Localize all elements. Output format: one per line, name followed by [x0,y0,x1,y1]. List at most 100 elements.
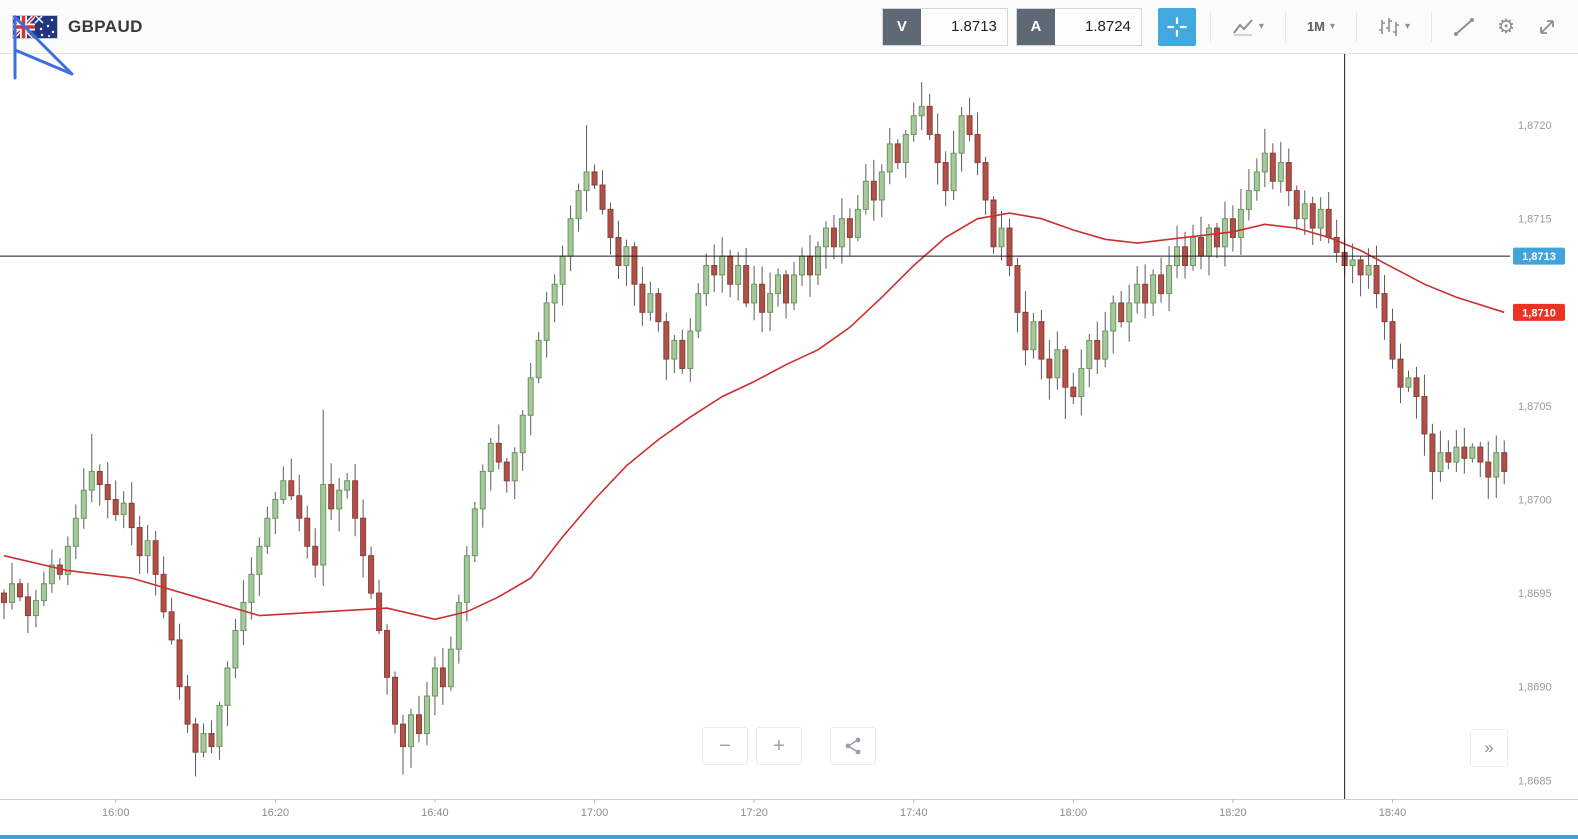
candle-down [1198,236,1204,257]
candle-up [559,255,566,285]
candle-up [120,502,127,515]
moving-average-line [3,212,1505,621]
candle-up [647,293,654,313]
price-chart[interactable]: 16:00 16:20 16:40 17:00 17:20 17:40 18:00 18:20… [0,54,1578,839]
price-axis-label[interactable]: 1,8715 [1518,214,1552,226]
candle-down [599,184,606,210]
candle-down [926,105,933,135]
candle-up [72,517,79,547]
candle-down [1325,208,1332,238]
candle-down [392,676,399,725]
price-axis-label[interactable]: 1,8690 [1518,682,1552,694]
candle-down [415,714,422,734]
candle-up [320,484,327,566]
expand-button[interactable]: » [1470,729,1508,767]
time-axis-label[interactable]: 16:20 [262,807,290,819]
zoom-out-button[interactable]: − [702,727,748,765]
timeframe-dropdown[interactable]: 1M ▾ [1300,13,1342,40]
time-axis-label[interactable]: 17:20 [740,807,768,819]
price-axis-label[interactable]: 1,8705 [1518,401,1552,413]
crosshair-button[interactable] [1157,7,1196,46]
candle-down [1293,190,1300,220]
candle-up [1030,321,1037,351]
candle-up [447,648,454,688]
candle-up [1253,171,1260,192]
chart-style-dropdown[interactable]: ▾ [1225,11,1271,43]
candle-down [288,480,295,497]
header-toolbar: V 1.8713 A 1.8724 ▾ [881,7,1564,46]
candle-down [759,283,766,313]
candle-up [583,171,590,192]
candle-up [671,339,678,360]
candle-up [336,489,343,510]
candle-up [799,255,805,276]
price-axis-label[interactable]: 1,8695 [1518,588,1552,600]
candle-up [902,133,909,164]
candle-down [607,208,614,238]
candle-down [1501,452,1508,472]
candle-down [982,162,989,201]
candle-up [272,499,279,519]
candle-down [679,339,686,369]
price-axis-label[interactable]: 1,8685 [1518,775,1552,787]
chevron-down-icon: ▾ [1330,20,1336,32]
candle-down [400,723,406,748]
timeframe-label: 1M [1306,19,1325,34]
candle-up [567,218,574,257]
settings-button[interactable]: ⚙ [1490,11,1522,43]
candle-up [64,545,71,575]
candle-up [423,695,430,734]
candle-up [216,704,223,748]
chart-header: GBPAUD V 1.8713 A 1.8724 [0,0,1578,54]
candle-up [1245,190,1252,210]
candle-up [910,115,917,135]
candle-up [535,339,542,379]
candle-up [1453,446,1460,463]
buy-price: 1.8724 [1054,8,1141,45]
sell-button[interactable]: V 1.8713 [881,7,1008,46]
candle-down [1373,265,1380,295]
line-chart-icon [1233,18,1253,36]
candle-up [1054,349,1061,379]
candle-up [240,601,247,632]
time-axis-label[interactable]: 16:40 [421,807,449,819]
share-button[interactable] [830,727,876,765]
candle-up [527,377,534,416]
candle-down [974,133,981,164]
candle-up [575,190,582,220]
candle-up [1166,265,1173,295]
time-axis-label[interactable]: 17:40 [900,807,928,819]
time-axis-label[interactable]: 17:00 [581,807,609,819]
candle-up [264,517,271,547]
candle-down [1309,203,1316,229]
candle-down [1333,236,1340,253]
candle-up [1365,265,1372,276]
series-type-dropdown[interactable]: ▾ [1371,11,1417,43]
time-axis-label[interactable]: 18:40 [1379,807,1407,819]
candle-down [591,171,598,186]
timeline-scrollbar[interactable] [0,835,1578,839]
candle-up [40,583,47,602]
minimize-button[interactable] [1530,11,1564,43]
buy-button[interactable]: A 1.8724 [1015,7,1142,46]
spacer [810,727,822,765]
indicators-button[interactable] [1446,11,1482,43]
chart-area[interactable]: 16:00 16:20 16:40 17:00 17:20 17:40 18:00 18:20… [0,54,1578,839]
candle-down [1022,311,1029,351]
candle-down [328,484,335,510]
candle-down [360,517,367,557]
time-axis-label[interactable]: 16:00 [102,807,130,819]
candle-up [144,540,151,557]
zoom-in-button[interactable]: + [756,727,802,765]
time-axis-label[interactable]: 18:20 [1219,807,1247,819]
candle-up [1190,236,1197,267]
candle-up [471,508,478,557]
candle-up [854,208,861,238]
candle-up [8,583,15,603]
price-axis-label[interactable]: 1,8720 [1518,120,1552,132]
candle-down [966,115,973,135]
price-axis-label[interactable]: 1,8700 [1518,495,1552,507]
time-axis-label[interactable]: 18:00 [1060,807,1088,819]
candle-down [1285,162,1292,192]
